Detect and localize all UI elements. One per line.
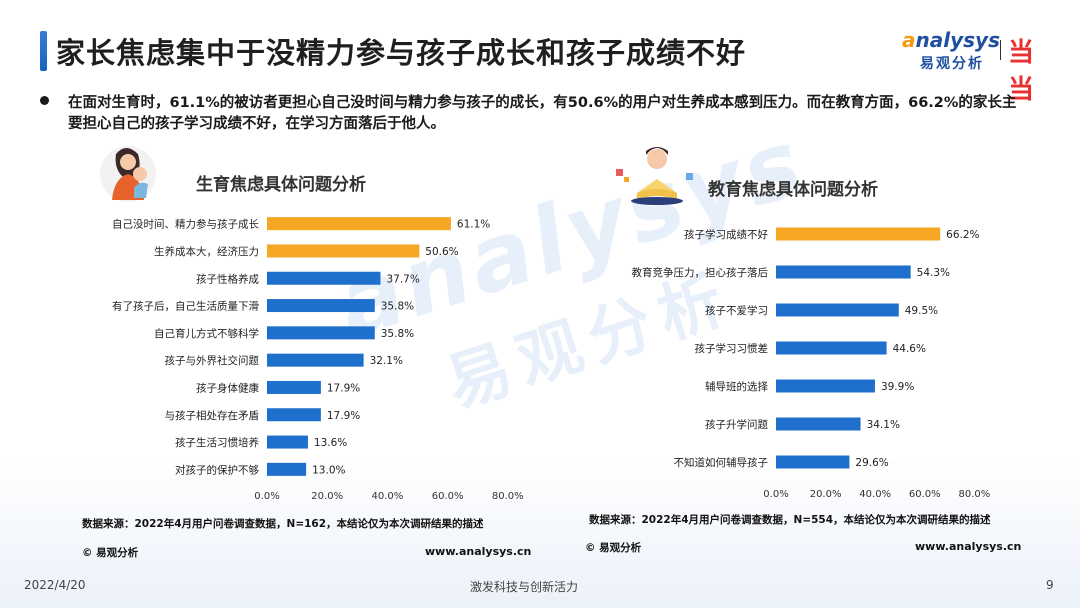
category-label: 孩子与外界社交问题 (165, 354, 260, 367)
data-label: 35.8% (381, 301, 414, 313)
data-label: 13.0% (312, 464, 345, 476)
category-label: 自己没时间、精力参与孩子成长 (112, 218, 259, 231)
bar (776, 379, 875, 393)
bar (776, 303, 899, 317)
data-label: 54.3% (917, 267, 950, 279)
bullet-icon (40, 96, 49, 105)
bar (267, 380, 321, 394)
category-label: 对孩子的保护不够 (175, 463, 259, 476)
logo-divider (1000, 40, 1001, 60)
x-tick-label: 80.0% (959, 489, 991, 500)
x-tick-label: 80.0% (492, 491, 524, 502)
data-label: 44.6% (893, 343, 926, 355)
data-label: 34.1% (867, 419, 900, 431)
title-accent-bar (40, 31, 47, 71)
x-tick-label: 60.0% (909, 489, 941, 500)
analysys-logo: analysys 易观分析 当当 (900, 28, 1050, 105)
category-label: 辅导班的选择 (705, 380, 768, 393)
bar (267, 353, 364, 367)
category-label: 有了孩子后，自己生活质量下滑 (112, 300, 259, 313)
bar (776, 341, 887, 355)
copyright-right: © 易观分析 (585, 542, 642, 554)
data-label: 37.7% (386, 273, 419, 285)
copyright-left: © 易观分析 (82, 547, 139, 559)
x-tick-label: 40.0% (372, 491, 404, 502)
bar (267, 462, 307, 476)
data-label: 32.1% (370, 355, 403, 367)
chart-right: 孩子学习成绩不好 66.2% 教育竞争压力，担心孩子落后 54.3% 孩子不爱学习 49.… (632, 227, 991, 500)
source-note-left: 数据来源：2022年4月用户问卷调查数据，N=162，本结论仅为本次调研结果的描… (82, 518, 484, 530)
bar (776, 455, 850, 469)
bar (267, 435, 308, 449)
data-label: 39.9% (881, 381, 914, 393)
chart-title-left: 生育焦虑具体问题分析 (196, 175, 366, 195)
page-title: 家长焦虑集中于没精力参与孩子成长和孩子成绩不好 (56, 36, 747, 70)
category-label: 孩子身体健康 (196, 381, 259, 394)
bar (776, 265, 911, 279)
category-label: 孩子不爱学习 (705, 304, 768, 317)
data-label: 17.9% (327, 410, 360, 422)
background-cityscape (0, 458, 1080, 608)
data-label: 17.9% (327, 382, 360, 394)
data-label: 29.6% (855, 457, 888, 469)
x-tick-label: 0.0% (763, 489, 788, 500)
x-tick-label: 60.0% (432, 491, 464, 502)
bar (267, 408, 321, 422)
source-note-right: 数据来源：2022年4月用户问卷调查数据，N=554，本结论仅为本次调研结果的描… (589, 514, 991, 526)
bar (267, 217, 451, 231)
bar (267, 271, 381, 285)
summary-text: 在面对生育时，61.1%的被访者更担心自己没时间与精力参与孩子的成长，有50.6… (68, 95, 1017, 132)
data-label: 13.6% (314, 437, 347, 449)
bar (267, 244, 420, 258)
data-label: 66.2% (946, 229, 979, 241)
data-label: 35.8% (381, 328, 414, 340)
logo-wordmark: analysys (902, 28, 1000, 52)
x-tick-label: 40.0% (859, 489, 891, 500)
data-label: 49.5% (905, 305, 938, 317)
category-label: 孩子性格养成 (196, 272, 259, 285)
category-label: 孩子学习习惯差 (695, 342, 769, 355)
url-right: www.analysys.cn (915, 540, 1022, 553)
bar (267, 326, 375, 340)
category-label: 不知道如何辅导孩子 (674, 456, 769, 469)
bar (776, 227, 941, 241)
dangdang-logo: 当当 (1008, 38, 1035, 105)
category-label: 教育竞争压力，担心孩子落后 (632, 266, 769, 279)
category-label: 孩子生活习惯培养 (175, 436, 259, 449)
category-label: 孩子升学问题 (705, 418, 768, 431)
url-left: www.analysys.cn (425, 545, 532, 558)
footer-date: 2022/4/20 (24, 578, 86, 592)
chart-title-right: 教育焦虑具体问题分析 (708, 180, 878, 200)
mother-child-icon (100, 146, 156, 202)
student-reading-icon (616, 147, 693, 205)
category-label: 生养成本大，经济压力 (154, 245, 259, 258)
logo-chinese-name: 易观分析 (920, 56, 984, 72)
category-label: 自己育儿方式不够科学 (154, 327, 259, 340)
chart-left: 自己没时间、精力参与孩子成长 61.1% 生养成本大，经济压力 50.6% 孩子性格养成… (112, 217, 524, 502)
category-label: 孩子学习成绩不好 (684, 228, 768, 241)
data-label: 50.6% (425, 246, 458, 258)
bar (776, 417, 861, 431)
x-tick-label: 20.0% (810, 489, 842, 500)
footer-slogan: 激发科技与创新活力 (470, 580, 579, 594)
x-tick-label: 0.0% (254, 491, 279, 502)
data-label: 61.1% (457, 219, 490, 231)
x-tick-label: 20.0% (311, 491, 343, 502)
bar (267, 299, 375, 313)
category-label: 与孩子相处存在矛盾 (165, 409, 260, 422)
page-number: 9 (1046, 578, 1054, 592)
